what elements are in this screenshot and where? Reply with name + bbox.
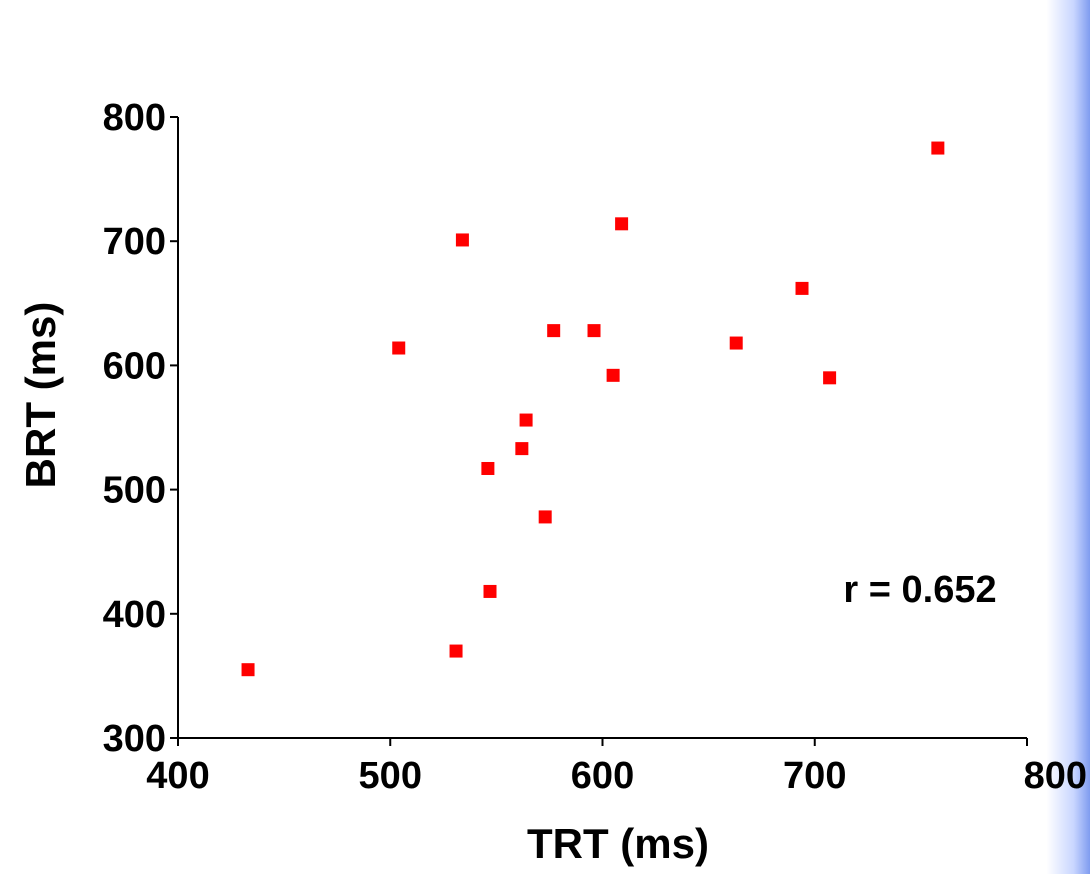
- correlation-annotation: r = 0.652: [843, 569, 996, 611]
- data-point: [729, 336, 743, 350]
- data-point: [538, 510, 552, 524]
- x-tick-label: 800: [1024, 755, 1087, 797]
- x-tick-label: 400: [146, 755, 209, 797]
- y-ticks: 300 400 500 600 700 800: [103, 97, 178, 760]
- data-point: [483, 584, 497, 598]
- x-tick-label: 600: [571, 755, 634, 797]
- data-points: [241, 141, 945, 677]
- data-point: [241, 663, 255, 677]
- data-point: [931, 141, 945, 155]
- axes: [177, 117, 1027, 739]
- data-point: [823, 371, 837, 385]
- y-tick-label: 500: [103, 470, 166, 512]
- y-tick-label: 600: [103, 345, 166, 387]
- data-point: [449, 644, 463, 658]
- y-tick-label: 400: [103, 594, 166, 636]
- data-point: [455, 233, 469, 247]
- x-axis-title: TRT (ms): [527, 820, 709, 867]
- x-tick-label: 700: [783, 755, 846, 797]
- data-point: [587, 324, 601, 338]
- data-point: [795, 281, 809, 295]
- x-ticks: 400 500 600 700 800: [146, 738, 1087, 797]
- data-point: [515, 442, 529, 456]
- y-tick-label: 300: [103, 718, 166, 760]
- data-point: [481, 461, 495, 475]
- data-point: [519, 413, 533, 427]
- x-tick-label: 500: [359, 755, 422, 797]
- data-point: [547, 324, 561, 338]
- y-axis-title: BRT (ms): [17, 302, 64, 489]
- y-tick-label: 700: [103, 221, 166, 263]
- data-point: [392, 341, 406, 355]
- data-point: [615, 217, 629, 231]
- data-point: [606, 368, 620, 382]
- y-tick-label: 800: [103, 97, 166, 139]
